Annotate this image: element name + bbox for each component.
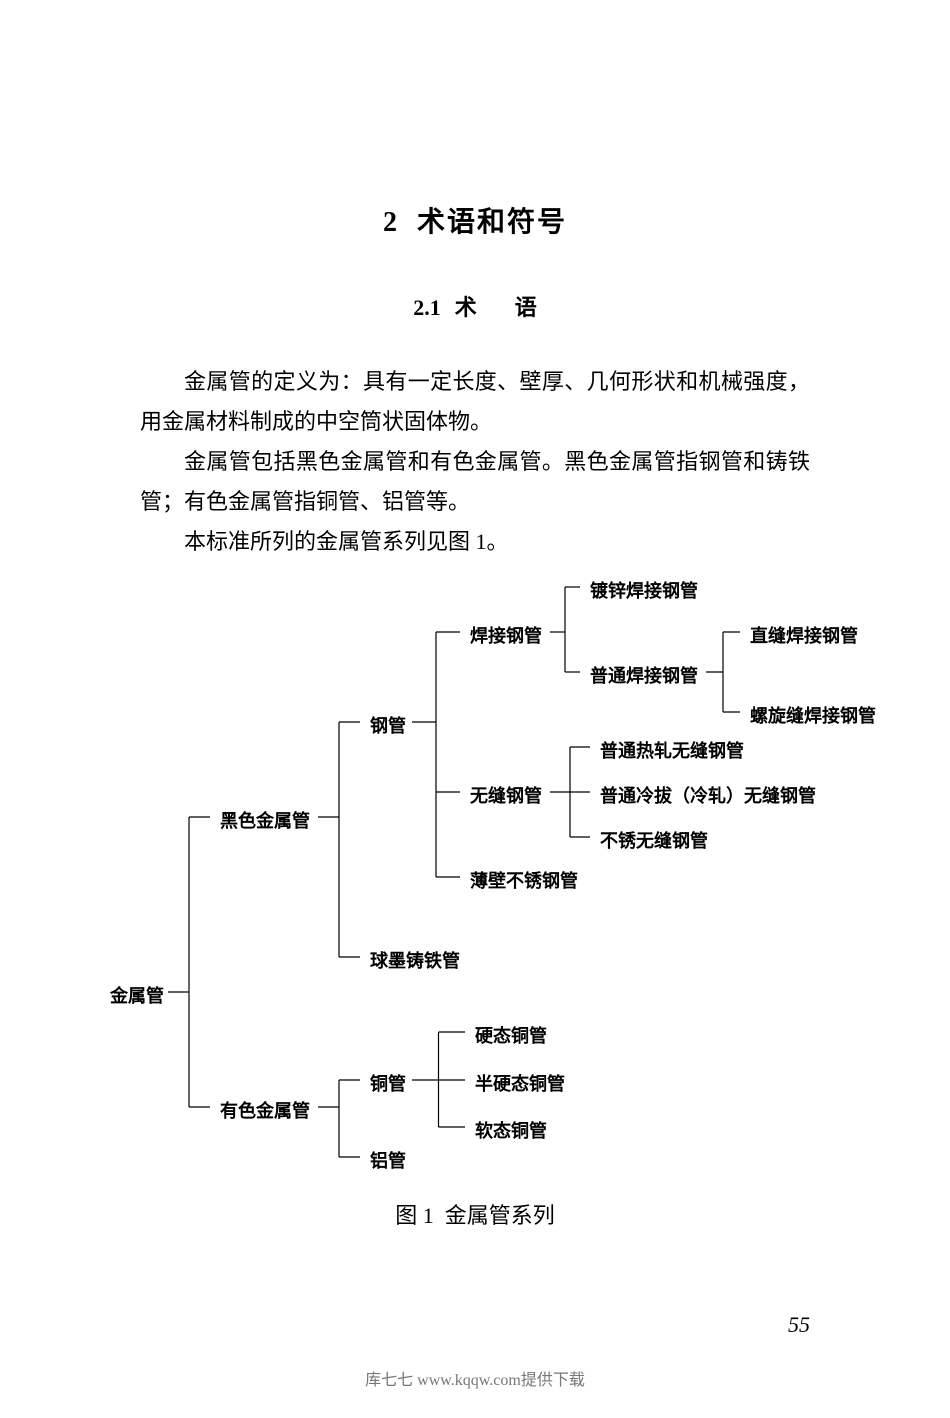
section-word-1: 术 [455, 295, 477, 320]
figure-caption: 图 1 金属管系列 [140, 1198, 810, 1230]
tree-node-ordweld: 普通焊接钢管 [590, 662, 698, 688]
tree-node-hotroll: 普通热轧无缝钢管 [600, 737, 744, 763]
tree-node-spiral: 螺旋缝焊接钢管 [750, 702, 876, 728]
tree-node-seamless: 无缝钢管 [470, 782, 542, 808]
tree-node-ductile: 球墨铸铁管 [370, 947, 460, 973]
section-title: 2.1 术 语 [140, 290, 810, 322]
tree-node-thinss: 薄壁不锈钢管 [470, 867, 578, 893]
section-number: 2.1 [413, 295, 441, 320]
tree-node-alum: 铝管 [370, 1147, 406, 1173]
chapter-number: 2 [383, 207, 399, 238]
tree-node-straight: 直缝焊接钢管 [750, 622, 858, 648]
tree-node-softcu: 软态铜管 [475, 1117, 547, 1143]
tree-node-ssseamless: 不锈无缝钢管 [600, 827, 708, 853]
tree-node-root: 金属管 [110, 982, 164, 1008]
tree-node-steel: 钢管 [370, 712, 406, 738]
page-number: 55 [788, 1312, 810, 1338]
tree-diagram: 金属管 黑色金属管有色金属管 钢管球墨铸铁管 焊接钢管无缝钢管薄壁不锈钢管 镀锌焊接钢管… [110, 572, 880, 1192]
paragraph-3: 本标准所列的金属管系列见图 1。 [140, 522, 810, 562]
chapter-name: 术语和符号 [417, 207, 567, 238]
figure-label: 图 1 [395, 1203, 434, 1228]
figure-title: 金属管系列 [445, 1203, 555, 1228]
paragraph-2: 金属管包括黑色金属管和有色金属管。黑色金属管指钢管和铸铁管；有色金属管指铜管、铝… [140, 442, 810, 522]
tree-node-nonferrous: 有色金属管 [220, 1097, 310, 1123]
tree-node-semicu: 半硬态铜管 [475, 1070, 565, 1096]
chapter-title: 2 术语和符号 [140, 200, 810, 240]
paragraph-1: 金属管的定义为：具有一定长度、壁厚、几何形状和机械强度，用金属材料制成的中空筒状… [140, 362, 810, 442]
tree-node-galv: 镀锌焊接钢管 [590, 577, 698, 603]
section-word-2: 语 [515, 295, 537, 320]
tree-node-colddraw: 普通冷拔（冷轧）无缝钢管 [600, 782, 816, 808]
tree-node-welded: 焊接钢管 [470, 622, 542, 648]
tree-node-hardcu: 硬态铜管 [475, 1022, 547, 1048]
footer-watermark: 库七七 www.kqqw.com提供下载 [0, 1366, 950, 1390]
tree-node-black: 黑色金属管 [220, 807, 310, 833]
tree-node-copper: 铜管 [370, 1070, 406, 1096]
